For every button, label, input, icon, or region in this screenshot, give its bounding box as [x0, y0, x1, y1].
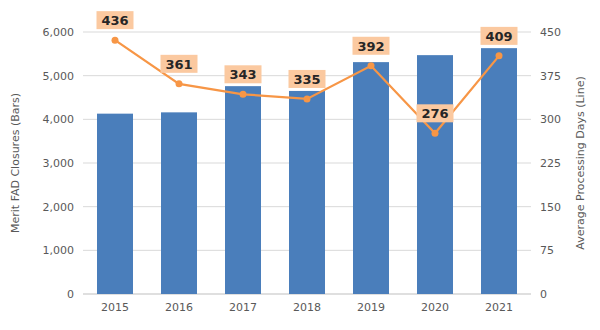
y2-tick: [531, 163, 534, 164]
y2-tick-label: 75: [540, 244, 554, 257]
grid-line: [83, 32, 531, 33]
y-tick-label: 6,000: [43, 26, 75, 39]
line-marker: [496, 52, 503, 59]
line-marker: [112, 37, 119, 44]
y2-tick: [531, 294, 534, 295]
grid: [83, 32, 531, 294]
chart: 0 1,000 2,000 3,000 4,000 5,000 6,000 0 75 150 225…: [0, 0, 600, 330]
bar: [97, 114, 133, 294]
y2-tick-label: 0: [540, 288, 547, 301]
data-label: 335: [293, 72, 320, 87]
bar: [289, 91, 325, 294]
line-marker: [176, 80, 183, 87]
x-tick-label: 2020: [421, 301, 449, 314]
data-label-box: [97, 11, 134, 29]
y-tick-label: 2,000: [43, 201, 75, 214]
x-tick-label: 2018: [293, 301, 321, 314]
data-label: 392: [357, 39, 384, 54]
data-label: 343: [229, 67, 256, 82]
line-marker: [432, 130, 439, 137]
x-tick-label: 2015: [101, 301, 129, 314]
line: [115, 40, 499, 133]
y-tick-label: 5,000: [43, 70, 75, 83]
data-labels: 436 361 343 335 392 276 409: [97, 11, 518, 122]
data-label: 361: [165, 57, 192, 72]
y2-tick: [531, 32, 534, 33]
data-label-box: [353, 37, 390, 55]
line-marker: [368, 62, 375, 69]
data-label: 436: [101, 13, 128, 28]
y-tick-label: 3,000: [43, 157, 75, 170]
y2-tick-label: 150: [540, 201, 561, 214]
data-label: 409: [485, 29, 512, 44]
bar: [225, 86, 261, 294]
x-tick-label: 2021: [485, 301, 513, 314]
x-tick-label: 2016: [165, 301, 193, 314]
y2-tick-label: 300: [540, 113, 561, 126]
data-label: 276: [421, 106, 448, 121]
data-label-box: [289, 70, 326, 88]
bar: [353, 62, 389, 294]
y-axis-title: Merit FAD Closures (Bars): [9, 93, 22, 233]
data-label-box: [161, 55, 198, 73]
y-tick-label: 0: [67, 288, 74, 301]
bar: [161, 112, 197, 294]
y2-tick-label: 450: [540, 26, 561, 39]
line-marker: [240, 91, 247, 98]
data-label-box: [481, 27, 518, 45]
marks: [97, 37, 517, 294]
y2-tick-label: 375: [540, 70, 561, 83]
x-tick-label: 2017: [229, 301, 257, 314]
x-tick-label: 2019: [357, 301, 385, 314]
y2-tick: [531, 119, 534, 120]
data-label-box: [417, 104, 454, 122]
y2-tick: [531, 250, 534, 251]
line-marker: [304, 95, 311, 102]
data-label-box: [225, 65, 262, 83]
bar: [417, 55, 453, 294]
y2-tick-label: 225: [540, 157, 561, 170]
y-tick-label: 1,000: [43, 244, 75, 257]
y2-tick: [531, 75, 534, 76]
y2-axis-title: Average Processing Days (Line): [574, 76, 587, 249]
y-tick-label: 4,000: [43, 113, 75, 126]
bar: [481, 48, 517, 294]
y2-tick: [531, 206, 534, 207]
